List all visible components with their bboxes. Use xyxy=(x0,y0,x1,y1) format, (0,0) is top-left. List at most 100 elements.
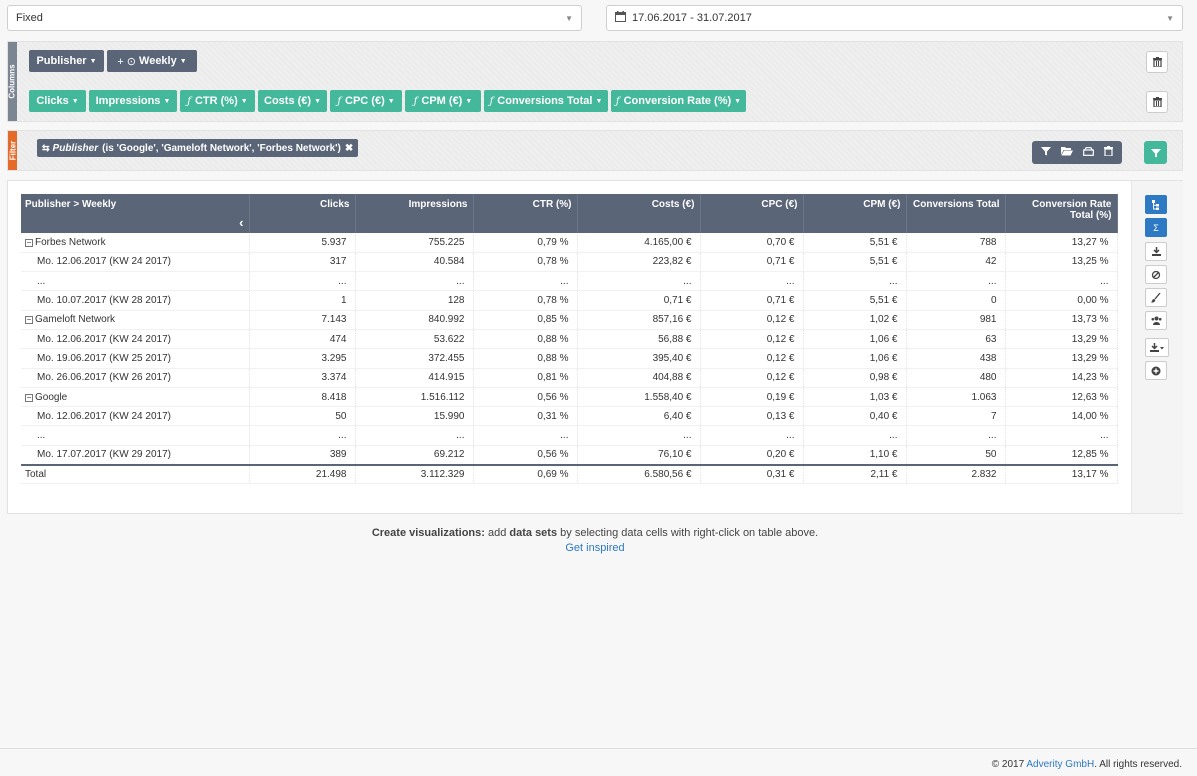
value-cell[interactable]: 8.418 xyxy=(249,387,356,408)
value-cell[interactable]: 0,12 € xyxy=(700,348,804,369)
value-cell[interactable]: 6.580,56 € xyxy=(577,463,701,485)
metric-chip-cpm[interactable]: ƒ CPM (€) ▼ xyxy=(405,90,481,112)
value-cell[interactable]: 0,56 % xyxy=(473,387,578,408)
value-cell[interactable]: 840.992 xyxy=(355,310,474,330)
value-cell[interactable]: 223,82 € xyxy=(577,252,701,273)
value-cell[interactable]: 1 xyxy=(249,290,356,311)
metric-chip-cpc[interactable]: ƒ CPC (€) ▼ xyxy=(330,90,402,112)
header-cpm[interactable]: CPM (€) xyxy=(803,194,907,233)
dimension-chip-publisher[interactable]: Publisher ▼ xyxy=(29,50,104,72)
delete-dimensions-button[interactable] xyxy=(1146,51,1168,73)
value-cell[interactable]: ... xyxy=(577,271,701,292)
value-cell[interactable]: 13,25 % xyxy=(1005,252,1118,273)
save-icon[interactable] xyxy=(1083,146,1094,159)
value-cell[interactable]: 5,51 € xyxy=(803,290,907,311)
value-cell[interactable]: 13,17 % xyxy=(1005,463,1118,485)
value-cell[interactable]: ... xyxy=(700,425,804,446)
value-cell[interactable]: 5.937 xyxy=(249,233,356,253)
filter-tab[interactable]: Filter xyxy=(8,131,17,170)
collapse-icon[interactable]: ‹ xyxy=(239,215,244,230)
value-cell[interactable]: 0,13 € xyxy=(700,406,804,427)
value-cell[interactable]: 404,88 € xyxy=(577,368,701,388)
value-cell[interactable]: ... xyxy=(1005,425,1118,446)
value-cell[interactable]: 0,78 % xyxy=(473,290,578,311)
header-conversion-rate[interactable]: Conversion Rate Total (%) xyxy=(1005,194,1118,233)
value-cell[interactable]: ... xyxy=(803,271,907,292)
value-cell[interactable]: ... xyxy=(1005,271,1118,292)
export-icon[interactable] xyxy=(1145,338,1169,357)
value-cell[interactable]: 0,31 € xyxy=(700,463,804,485)
row-label-cell[interactable]: Mo. 19.06.2017 (KW 25 2017) xyxy=(21,348,250,369)
value-cell[interactable]: 0,71 € xyxy=(577,290,701,311)
value-cell[interactable]: 50 xyxy=(249,406,356,427)
value-cell[interactable]: 3.295 xyxy=(249,348,356,369)
value-cell[interactable]: 40.584 xyxy=(355,252,474,273)
delete-metrics-button[interactable] xyxy=(1146,91,1168,113)
value-cell[interactable]: 0,31 % xyxy=(473,406,578,427)
value-cell[interactable]: ... xyxy=(473,271,578,292)
company-link[interactable]: Adverity GmbH xyxy=(1026,759,1095,770)
filter-icon[interactable] xyxy=(1041,146,1051,159)
value-cell[interactable]: 0,71 € xyxy=(700,252,804,273)
value-cell[interactable]: 2.832 xyxy=(906,463,1006,485)
metric-chip-ctr[interactable]: ƒ CTR (%) ▼ xyxy=(180,90,255,112)
filter-chip-publisher[interactable]: ⇆ Publisher (is 'Google', 'Gameloft Netw… xyxy=(37,139,359,157)
row-label-cell[interactable]: Mo. 26.06.2017 (KW 26 2017) xyxy=(21,368,250,388)
row-label-cell[interactable]: ... xyxy=(21,425,250,446)
value-cell[interactable]: 0,88 % xyxy=(473,348,578,369)
row-label-cell[interactable]: ... xyxy=(21,271,250,292)
value-cell[interactable]: 13,29 % xyxy=(1005,348,1118,369)
value-cell[interactable]: 1.558,40 € xyxy=(577,387,701,408)
value-cell[interactable]: 1.516.112 xyxy=(355,387,474,408)
value-cell[interactable]: 0,69 % xyxy=(473,463,578,485)
value-cell[interactable]: 1,10 € xyxy=(803,445,907,466)
header-publisher-weekly[interactable]: Publisher > Weekly ‹ xyxy=(21,194,250,233)
hierarchy-icon[interactable] xyxy=(1145,195,1167,214)
header-costs[interactable]: Costs (€) xyxy=(577,194,701,233)
value-cell[interactable]: ... xyxy=(355,425,474,446)
value-cell[interactable]: 12,85 % xyxy=(1005,445,1118,466)
value-cell[interactable]: 50 xyxy=(906,445,1006,466)
value-cell[interactable]: 128 xyxy=(355,290,474,311)
value-cell[interactable]: 0,85 % xyxy=(473,310,578,330)
collapse-group-icon[interactable]: − xyxy=(25,392,33,402)
value-cell[interactable]: 3.112.329 xyxy=(355,463,474,485)
metric-chip-costs[interactable]: Costs (€) ▼ xyxy=(258,90,327,112)
metric-chip-impressions[interactable]: Impressions ▼ xyxy=(89,90,177,112)
header-cpc[interactable]: CPC (€) xyxy=(700,194,804,233)
value-cell[interactable]: 0,12 € xyxy=(700,329,804,350)
value-cell[interactable]: 480 xyxy=(906,368,1006,388)
row-label-cell[interactable]: Mo. 12.06.2017 (KW 24 2017) xyxy=(21,406,250,427)
value-cell[interactable]: 2,11 € xyxy=(803,463,907,485)
row-label-cell[interactable]: Mo. 12.06.2017 (KW 24 2017) xyxy=(21,329,250,350)
value-cell[interactable]: 7 xyxy=(906,406,1006,427)
row-label-cell[interactable]: Mo. 17.07.2017 (KW 29 2017) xyxy=(21,445,250,466)
value-cell[interactable]: 0,56 % xyxy=(473,445,578,466)
value-cell[interactable]: ... xyxy=(577,425,701,446)
value-cell[interactable]: 317 xyxy=(249,252,356,273)
value-cell[interactable]: 438 xyxy=(906,348,1006,369)
value-cell[interactable]: 14,23 % xyxy=(1005,368,1118,388)
header-ctr[interactable]: CTR (%) xyxy=(473,194,578,233)
value-cell[interactable]: 474 xyxy=(249,329,356,350)
date-range-select[interactable]: 17.06.2017 - 31.07.2017 ▼ xyxy=(606,5,1183,31)
row-label-cell[interactable]: − Forbes Network xyxy=(21,233,250,253)
value-cell[interactable]: ... xyxy=(906,425,1006,446)
value-cell[interactable]: 69.212 xyxy=(355,445,474,466)
value-cell[interactable]: 13,29 % xyxy=(1005,329,1118,350)
columns-tab[interactable]: Columns xyxy=(8,42,17,121)
value-cell[interactable]: 42 xyxy=(906,252,1006,273)
value-cell[interactable]: 0,00 % xyxy=(1005,290,1118,311)
header-conversions-total[interactable]: Conversions Total xyxy=(906,194,1006,233)
trash-icon[interactable] xyxy=(1104,146,1113,159)
value-cell[interactable]: 395,40 € xyxy=(577,348,701,369)
value-cell[interactable]: 0,78 % xyxy=(473,252,578,273)
value-cell[interactable]: 0,98 € xyxy=(803,368,907,388)
value-cell[interactable]: 6,40 € xyxy=(577,406,701,427)
header-clicks[interactable]: Clicks xyxy=(249,194,356,233)
sum-icon[interactable]: Σ xyxy=(1145,218,1167,237)
value-cell[interactable]: 1,02 € xyxy=(803,310,907,330)
brush-icon[interactable] xyxy=(1145,288,1167,307)
get-inspired-link[interactable]: Get inspired xyxy=(565,542,625,554)
value-cell[interactable]: 13,73 % xyxy=(1005,310,1118,330)
